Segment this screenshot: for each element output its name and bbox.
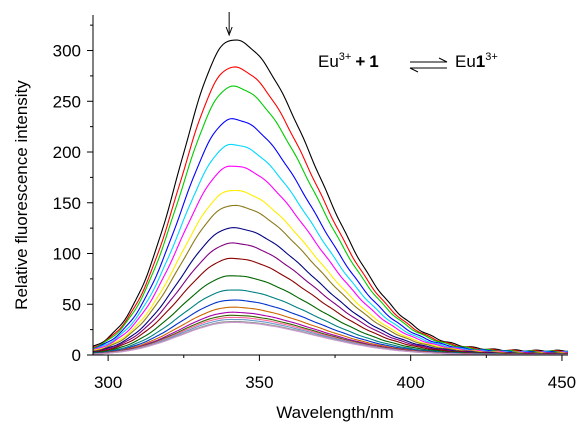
y-axis-title: Relative fluorescence intensity xyxy=(12,80,31,310)
x-tick-label: 400 xyxy=(396,373,424,392)
y-tick-label: 150 xyxy=(53,194,81,213)
annotation-reactant: Eu xyxy=(318,52,339,71)
spectrum-line-21 xyxy=(92,321,568,356)
annotation-ligand: 1 xyxy=(369,52,378,71)
y-tick-label: 50 xyxy=(62,295,81,314)
axes xyxy=(92,15,568,356)
x-axis-title: Wavelength/nm xyxy=(276,403,393,422)
spectrum-line-4 xyxy=(92,118,569,353)
annotation-plus: + xyxy=(355,52,365,71)
spectrum-line-1 xyxy=(92,39,569,352)
x-tick-label: 450 xyxy=(548,373,576,392)
spectrum-line-6 xyxy=(92,165,569,354)
y-tick-label: 100 xyxy=(53,245,81,264)
x-tick-label: 300 xyxy=(94,373,122,392)
y-tick-label: 200 xyxy=(53,143,81,162)
x-tick-label: 350 xyxy=(245,373,273,392)
spectrum-line-3 xyxy=(92,85,569,353)
y-tick-label: 0 xyxy=(72,346,81,365)
svg-text:Eu13+: Eu13+ xyxy=(455,51,498,71)
tick-labels: 300 350 400 450 0 50 100 150 200 250 300 xyxy=(53,42,577,392)
annotation-product-charge: 3+ xyxy=(485,51,498,63)
y-tick-label: 300 xyxy=(53,42,81,61)
spectrum-line-8 xyxy=(92,204,569,354)
peak-arrow-icon xyxy=(225,12,233,37)
spectrum-line-16 xyxy=(92,311,569,356)
svg-text:Eu3++1: Eu3+ +1 xyxy=(318,51,379,71)
annotation-product: Eu xyxy=(455,52,476,71)
equilibrium-annotation: Eu3+ +1 Eu13+ xyxy=(318,51,498,73)
spectra-curves xyxy=(92,39,569,356)
equilibrium-arrows-icon xyxy=(409,57,448,73)
annotation-product-ligand: 1 xyxy=(476,52,485,71)
ticks xyxy=(87,24,563,361)
annotation-reactant-charge: 3+ xyxy=(339,51,352,63)
y-tick-label: 250 xyxy=(53,92,81,111)
